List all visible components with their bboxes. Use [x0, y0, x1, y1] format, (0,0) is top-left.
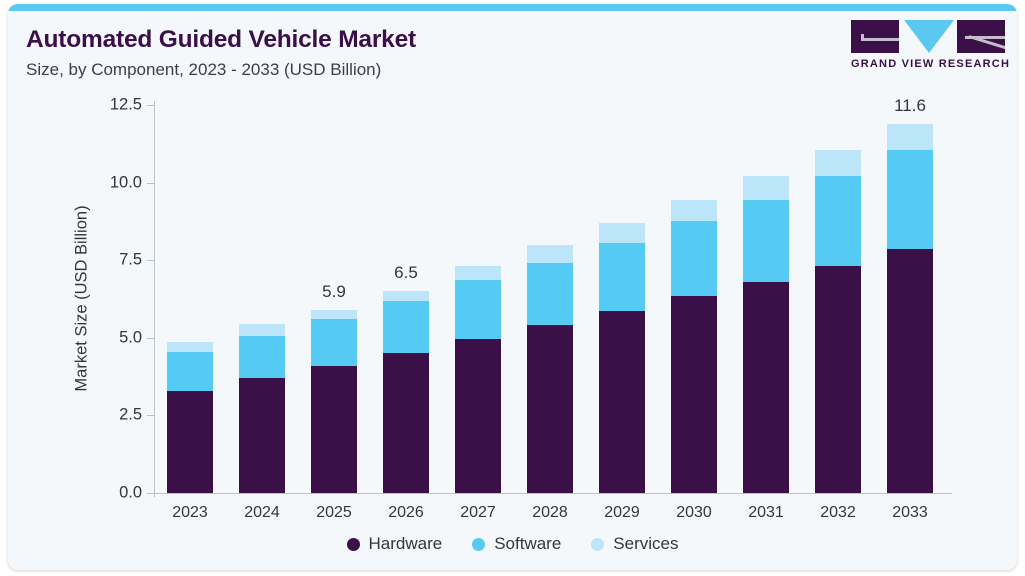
bar-value-label: 6.5	[394, 263, 418, 283]
y-axis-tick-label: 12.5	[109, 95, 142, 114]
chart-card: Automated Guided Vehicle Market Size, by…	[8, 4, 1017, 570]
bar-segment-services[interactable]	[311, 309, 357, 320]
bar-segment-software[interactable]	[383, 300, 429, 354]
bar-segment-hardware[interactable]	[311, 365, 357, 493]
y-axis-line	[154, 101, 155, 497]
bar-segment-services[interactable]	[455, 266, 501, 281]
y-axis-tick-label: 2.5	[119, 405, 142, 424]
bar-segment-services[interactable]	[167, 342, 213, 352]
bar-segment-software[interactable]	[311, 319, 357, 366]
legend-item-hardware[interactable]: Hardware	[346, 534, 443, 554]
bar-segment-hardware[interactable]	[527, 325, 573, 493]
bar-segment-services[interactable]	[671, 199, 717, 222]
x-axis-line	[154, 493, 952, 494]
bar-segment-services[interactable]	[743, 176, 789, 200]
logo-text: GRAND VIEW RESEARCH	[851, 58, 1011, 70]
x-axis-tick-label: 2029	[604, 504, 640, 521]
legend-swatch-icon	[472, 537, 486, 551]
y-axis-tick-mark	[147, 493, 154, 494]
y-axis-tick-label: 0.0	[119, 483, 142, 502]
bar-segment-software[interactable]	[455, 280, 501, 340]
x-axis-tick-label: 2024	[244, 504, 280, 521]
y-axis-tick-mark	[147, 105, 154, 106]
x-axis-tick-label: 2025	[316, 504, 352, 521]
bar-segment-hardware[interactable]	[239, 378, 285, 493]
y-axis-tick-label: 10.0	[109, 173, 142, 192]
y-axis-tick-mark	[147, 337, 154, 339]
bar-segment-software[interactable]	[743, 199, 789, 282]
grand-view-research-logo: GRAND VIEW RESEARCH	[851, 20, 1011, 80]
bar-segment-services[interactable]	[239, 323, 285, 337]
y-axis-title: Market Size (USD Billion)	[72, 205, 91, 392]
y-axis-tick-mark	[147, 415, 154, 417]
x-axis-tick-label: 2026	[388, 504, 424, 521]
y-axis-tick-mark	[147, 260, 154, 262]
logo-g-bar	[861, 38, 899, 41]
y-axis-tick-label: 7.5	[119, 250, 142, 269]
logo-r-bar	[965, 36, 1005, 39]
chart-plot-area: Market Size (USD Billion) 0.0 2.5 5.0 7.5 10…	[8, 4, 1017, 570]
bar-segment-services[interactable]	[887, 123, 933, 150]
bar-segment-hardware[interactable]	[671, 295, 717, 493]
y-axis-tick-mark	[147, 182, 154, 184]
legend-label: Services	[613, 534, 679, 553]
x-axis-tick-label: 2033	[892, 504, 928, 521]
logo-marks	[851, 20, 1005, 53]
x-axis-tick-label: 2032	[820, 504, 856, 521]
bar-segment-hardware[interactable]	[743, 281, 789, 493]
bar-segment-hardware[interactable]	[815, 266, 861, 493]
bar-segment-software[interactable]	[815, 176, 861, 267]
legend-item-software[interactable]: Software	[472, 534, 561, 554]
legend-label: Software	[494, 534, 562, 553]
bar-segment-services[interactable]	[599, 222, 645, 244]
legend-item-services[interactable]: Services	[591, 534, 678, 554]
bar-value-label: 11.6	[894, 95, 926, 115]
bar-segment-hardware[interactable]	[599, 311, 645, 493]
legend-label: Hardware	[368, 534, 443, 553]
y-axis-tick-label: 5.0	[119, 328, 142, 347]
bar-segment-software[interactable]	[671, 221, 717, 296]
page-title: Automated Guided Vehicle Market	[26, 26, 416, 53]
legend-swatch-icon	[591, 537, 605, 551]
bar-segment-services[interactable]	[527, 244, 573, 264]
x-axis-tick-label: 2031	[748, 504, 784, 521]
legend-swatch-icon	[346, 537, 360, 551]
bar-segment-hardware[interactable]	[383, 353, 429, 493]
bar-segment-hardware[interactable]	[887, 249, 933, 493]
chart-legend: Hardware Software Services	[8, 534, 1017, 554]
logo-g-block	[851, 20, 899, 53]
page-subtitle: Size, by Component, 2023 - 2033 (USD Bil…	[26, 60, 382, 79]
bar-segment-software[interactable]	[167, 351, 213, 391]
bar-segment-software[interactable]	[599, 243, 645, 312]
logo-g-tick	[861, 34, 864, 41]
logo-v-triangle-icon	[904, 20, 954, 53]
bar-segment-software[interactable]	[239, 336, 285, 379]
logo-r-block	[957, 20, 1005, 53]
x-axis-tick-label: 2030	[676, 504, 712, 521]
bar-segment-services[interactable]	[383, 291, 429, 301]
bar-segment-software[interactable]	[527, 263, 573, 326]
x-axis-tick-label: 2023	[172, 504, 208, 521]
accent-top-bar	[8, 4, 1017, 11]
bar-segment-software[interactable]	[887, 150, 933, 250]
x-axis-tick-label: 2027	[460, 504, 496, 521]
x-axis-tick-label: 2028	[532, 504, 568, 521]
bar-value-label: 5.9	[322, 281, 346, 301]
bar-segment-hardware[interactable]	[167, 390, 213, 493]
bar-segment-services[interactable]	[815, 150, 861, 177]
bar-segment-hardware[interactable]	[455, 339, 501, 493]
